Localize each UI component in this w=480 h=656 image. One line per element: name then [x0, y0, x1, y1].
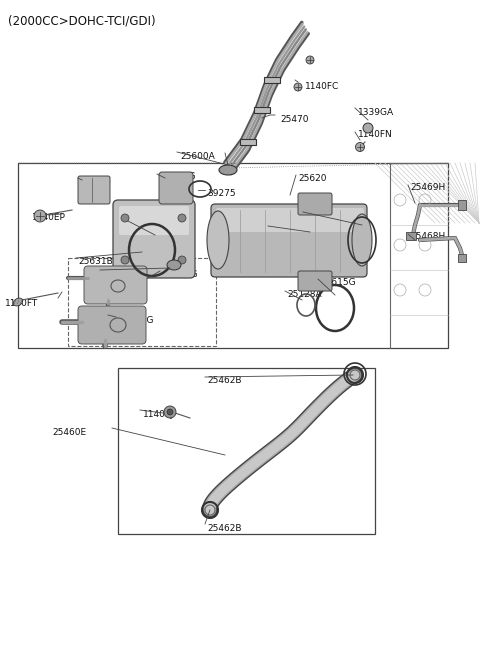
Text: 91990: 91990 — [82, 178, 111, 187]
Circle shape — [121, 256, 129, 264]
Bar — [406, 232, 416, 240]
Text: 25615G: 25615G — [320, 278, 356, 287]
Text: 1140FN: 1140FN — [358, 130, 393, 139]
Ellipse shape — [207, 211, 229, 269]
Circle shape — [178, 256, 186, 264]
Text: 25631B: 25631B — [78, 257, 113, 266]
Text: 25470: 25470 — [280, 115, 309, 124]
FancyBboxPatch shape — [298, 193, 332, 215]
Text: 1140FT: 1140FT — [5, 299, 38, 308]
Text: 25620: 25620 — [298, 174, 326, 183]
FancyBboxPatch shape — [78, 176, 110, 204]
Text: 1140EP: 1140EP — [32, 213, 66, 222]
Circle shape — [363, 123, 373, 133]
FancyBboxPatch shape — [78, 306, 146, 344]
Circle shape — [306, 56, 314, 64]
Text: 25600A: 25600A — [180, 152, 215, 161]
Ellipse shape — [167, 260, 181, 270]
Text: 39275: 39275 — [207, 189, 236, 198]
Text: 1339GA: 1339GA — [358, 108, 394, 117]
Bar — [458, 200, 466, 210]
Ellipse shape — [352, 214, 372, 266]
Text: 1140FC: 1140FC — [305, 82, 339, 91]
Text: 25633C: 25633C — [102, 270, 137, 279]
FancyBboxPatch shape — [84, 266, 147, 304]
Circle shape — [356, 142, 364, 152]
Text: 25460E: 25460E — [52, 428, 86, 437]
Circle shape — [178, 214, 186, 222]
Text: 25463G: 25463G — [118, 316, 154, 325]
Text: 25623T: 25623T — [270, 225, 304, 234]
Text: 25615A: 25615A — [305, 211, 340, 220]
Text: 25128A: 25128A — [287, 290, 322, 299]
Text: 25500A: 25500A — [130, 220, 165, 229]
Circle shape — [34, 210, 46, 222]
Circle shape — [167, 409, 173, 415]
Text: 25462B: 25462B — [207, 376, 241, 385]
FancyBboxPatch shape — [113, 200, 195, 278]
Bar — [458, 254, 466, 262]
Circle shape — [294, 83, 302, 91]
Circle shape — [121, 214, 129, 222]
FancyBboxPatch shape — [119, 206, 189, 235]
Text: 25463G: 25463G — [162, 270, 197, 279]
Text: 1140EJ: 1140EJ — [143, 410, 174, 419]
FancyBboxPatch shape — [211, 204, 367, 277]
Text: 25468H: 25468H — [410, 232, 445, 241]
FancyBboxPatch shape — [159, 172, 193, 204]
Bar — [264, 77, 280, 83]
FancyBboxPatch shape — [216, 208, 364, 232]
Text: 25462B: 25462B — [207, 524, 241, 533]
Text: (2000CC>DOHC-TCI/GDI): (2000CC>DOHC-TCI/GDI) — [8, 14, 156, 27]
Text: 39220G: 39220G — [160, 172, 195, 181]
Bar — [254, 107, 270, 113]
Ellipse shape — [219, 165, 237, 175]
Ellipse shape — [13, 298, 23, 306]
Text: 25469H: 25469H — [410, 183, 445, 192]
FancyBboxPatch shape — [298, 271, 332, 291]
Bar — [240, 139, 256, 145]
Circle shape — [164, 406, 176, 418]
